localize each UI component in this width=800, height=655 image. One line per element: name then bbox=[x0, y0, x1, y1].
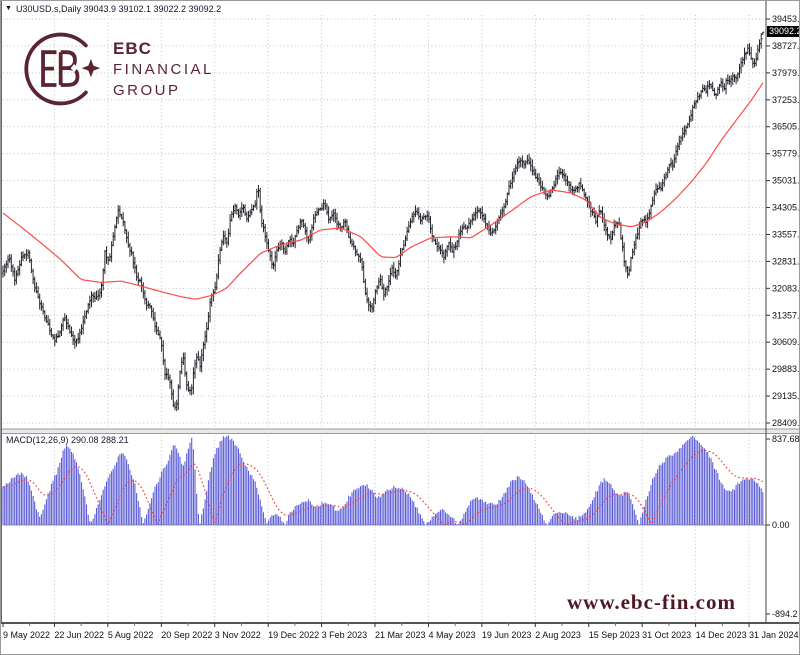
svg-text:32083.0: 32083.0 bbox=[772, 283, 800, 293]
svg-text:32831.0: 32831.0 bbox=[772, 256, 800, 266]
svg-text:35031.0: 35031.0 bbox=[772, 176, 800, 186]
svg-text:37979.0: 37979.0 bbox=[772, 68, 800, 78]
svg-text:20 Sep 2022: 20 Sep 2022 bbox=[161, 630, 212, 640]
ebc-logo: EBC FINANCIAL GROUP bbox=[17, 27, 214, 111]
price-series bbox=[1, 31, 765, 412]
svg-text:22 Jun 2022: 22 Jun 2022 bbox=[54, 630, 104, 640]
svg-text:3 Nov 2022: 3 Nov 2022 bbox=[215, 630, 261, 640]
ebc-logo-monogram-icon bbox=[24, 32, 101, 106]
svg-text:33557.0: 33557.0 bbox=[772, 229, 800, 239]
symbol-bar: ▼ U30USD.s,Daily 39043.9 39102.1 39022.2… bbox=[5, 3, 221, 15]
moving-average-line bbox=[2, 82, 764, 300]
svg-text:4 May 2023: 4 May 2023 bbox=[428, 630, 475, 640]
logo-line-group: GROUP bbox=[113, 81, 181, 99]
svg-text:19 Jun 2023: 19 Jun 2023 bbox=[482, 630, 532, 640]
website-watermark: www.ebc-fin.com bbox=[567, 590, 736, 614]
svg-text:30609.0: 30609.0 bbox=[772, 337, 800, 347]
time-axis[interactable]: 9 May 2022 22 Jun 2022 5 Aug 2022 20 Sep 20… bbox=[2, 623, 799, 640]
symbol-ohlc-label: U30USD.s,Daily 39043.9 39102.1 39022.2 3… bbox=[15, 4, 222, 14]
svg-text:38727.0: 38727.0 bbox=[772, 41, 800, 51]
ebc-logo-text: EBC FINANCIAL GROUP bbox=[113, 38, 214, 101]
svg-text:9 May 2022: 9 May 2022 bbox=[3, 630, 50, 640]
svg-text:29883.0: 29883.0 bbox=[772, 364, 800, 374]
svg-text:31 Jan 2024: 31 Jan 2024 bbox=[749, 630, 799, 640]
macd-indicator-label: MACD(12,26,9) 290.08 288.21 bbox=[6, 435, 129, 445]
svg-text:19 Dec 2022: 19 Dec 2022 bbox=[268, 630, 319, 640]
svg-text:29135.0: 29135.0 bbox=[772, 391, 800, 401]
svg-text:0.00: 0.00 bbox=[772, 520, 790, 530]
svg-text:21 Mar 2023: 21 Mar 2023 bbox=[375, 630, 426, 640]
current-price-badge: 39092.2 bbox=[767, 26, 800, 37]
svg-text:3 Feb 2023: 3 Feb 2023 bbox=[322, 630, 368, 640]
svg-text:31357.0: 31357.0 bbox=[772, 310, 800, 320]
macd-axis[interactable]: 837.68 0.00 -894.2 bbox=[766, 434, 800, 619]
macd-signal-line bbox=[3, 449, 764, 526]
svg-text:5 Aug 2022: 5 Aug 2022 bbox=[108, 630, 154, 640]
svg-text:837.68: 837.68 bbox=[772, 434, 800, 444]
svg-text:28409.0: 28409.0 bbox=[772, 418, 800, 428]
svg-text:31 Oct 2023: 31 Oct 2023 bbox=[642, 630, 691, 640]
symbol-dropdown-icon[interactable]: ▼ bbox=[5, 5, 12, 12]
svg-text:15 Sep 2023: 15 Sep 2023 bbox=[589, 630, 640, 640]
svg-text:35779.0: 35779.0 bbox=[772, 149, 800, 159]
macd-histogram bbox=[2, 435, 764, 525]
svg-text:36505.0: 36505.0 bbox=[772, 122, 800, 132]
price-axis[interactable]: 39453.0 38727.0 37979.0 37253.0 36505.0 35779… bbox=[766, 14, 800, 428]
panel-splitter[interactable] bbox=[1, 428, 800, 434]
svg-text:34305.0: 34305.0 bbox=[772, 203, 800, 213]
svg-text:14 Dec 2023: 14 Dec 2023 bbox=[696, 630, 747, 640]
svg-text:37253.0: 37253.0 bbox=[772, 95, 800, 105]
svg-text:2 Aug 2023: 2 Aug 2023 bbox=[535, 630, 581, 640]
svg-text:-894.2: -894.2 bbox=[772, 609, 798, 619]
logo-line-ebc: EBC bbox=[113, 38, 152, 58]
logo-line-financial: FINANCIAL bbox=[113, 60, 214, 78]
svg-text:39453.0: 39453.0 bbox=[772, 14, 800, 24]
